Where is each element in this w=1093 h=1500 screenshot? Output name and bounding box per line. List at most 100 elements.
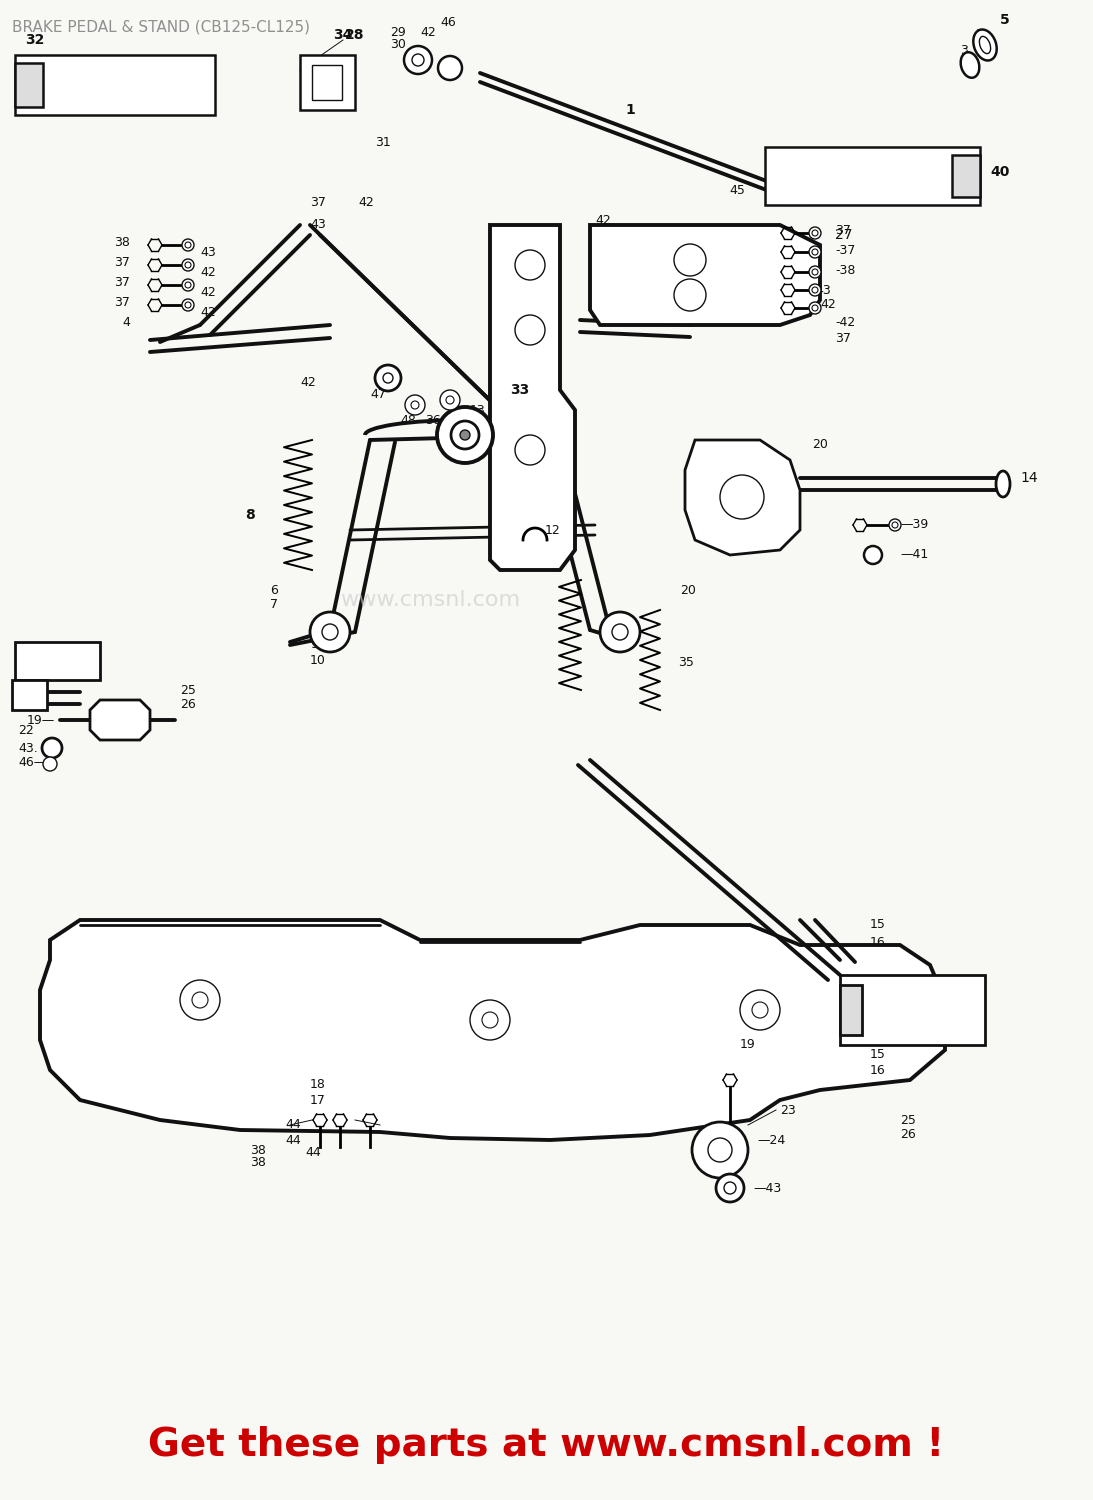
Text: 25: 25: [900, 1113, 916, 1126]
Circle shape: [812, 286, 818, 292]
Bar: [299, 56, 355, 110]
Circle shape: [406, 394, 425, 416]
Text: 22: 22: [17, 723, 34, 736]
Text: 48: 48: [400, 414, 415, 426]
Circle shape: [752, 1002, 768, 1019]
Text: 15: 15: [870, 918, 885, 932]
Text: 32: 32: [25, 33, 45, 46]
Text: 42: 42: [299, 375, 316, 388]
Text: 42: 42: [820, 298, 836, 312]
Bar: [952, 154, 980, 196]
Text: 20: 20: [680, 584, 696, 597]
Text: 23: 23: [780, 1104, 796, 1116]
Circle shape: [740, 990, 780, 1030]
Text: 47: 47: [371, 388, 386, 402]
Circle shape: [412, 54, 424, 66]
Circle shape: [43, 758, 57, 771]
Circle shape: [460, 430, 470, 439]
Text: 20: 20: [812, 438, 827, 452]
Text: 1: 1: [625, 104, 635, 117]
Text: 37: 37: [114, 255, 130, 268]
Text: 42: 42: [420, 26, 436, 39]
Text: 25: 25: [180, 684, 196, 696]
Circle shape: [185, 282, 191, 288]
Text: 33: 33: [510, 382, 530, 398]
Text: 28: 28: [345, 28, 364, 42]
Text: —24: —24: [757, 1134, 785, 1146]
Text: 43: 43: [310, 217, 326, 231]
Circle shape: [720, 476, 764, 519]
Circle shape: [438, 56, 462, 80]
Text: 34: 34: [333, 28, 353, 42]
Circle shape: [892, 522, 898, 528]
Polygon shape: [685, 440, 800, 555]
Circle shape: [404, 46, 432, 74]
Text: 42: 42: [200, 266, 215, 279]
Circle shape: [375, 364, 401, 392]
Text: 43: 43: [200, 246, 215, 258]
Text: 38: 38: [114, 236, 130, 249]
Circle shape: [812, 268, 818, 274]
Polygon shape: [490, 225, 575, 570]
Circle shape: [310, 612, 350, 652]
Text: 26: 26: [900, 1128, 916, 1142]
Text: 37: 37: [310, 195, 326, 208]
Bar: [12, 680, 47, 710]
Circle shape: [716, 1174, 744, 1202]
Circle shape: [809, 302, 821, 313]
Text: 29: 29: [390, 26, 406, 39]
Text: -42: -42: [835, 315, 855, 328]
Text: 13: 13: [470, 404, 485, 417]
Text: 37: 37: [114, 276, 130, 288]
Circle shape: [440, 390, 460, 410]
Ellipse shape: [979, 36, 990, 54]
Circle shape: [612, 624, 628, 640]
Circle shape: [600, 612, 640, 652]
Text: 15: 15: [870, 1048, 885, 1062]
Text: 27: 27: [835, 228, 853, 242]
Text: 4: 4: [122, 315, 130, 328]
Text: 37: 37: [835, 332, 850, 345]
Text: 21: 21: [15, 663, 31, 676]
Circle shape: [515, 435, 545, 465]
Text: 14: 14: [1020, 471, 1037, 484]
Circle shape: [185, 242, 191, 248]
Text: —39: —39: [900, 519, 928, 531]
Circle shape: [185, 262, 191, 268]
Text: 12: 12: [545, 524, 561, 537]
Text: 44: 44: [285, 1119, 301, 1131]
Polygon shape: [40, 920, 945, 1140]
Text: 44: 44: [285, 1134, 301, 1146]
Circle shape: [180, 980, 220, 1020]
Bar: [841, 975, 985, 1046]
Circle shape: [889, 519, 901, 531]
Circle shape: [692, 1122, 748, 1178]
Circle shape: [674, 244, 706, 276]
Text: www.cmsnl.com: www.cmsnl.com: [340, 590, 520, 610]
Text: 43.: 43.: [17, 741, 38, 754]
Text: 18: 18: [310, 1078, 326, 1092]
Circle shape: [812, 249, 818, 255]
Text: 17: 17: [310, 1094, 326, 1107]
Circle shape: [809, 226, 821, 238]
Text: 37: 37: [114, 296, 130, 309]
Circle shape: [809, 284, 821, 296]
Text: 42: 42: [200, 285, 215, 298]
Text: 45: 45: [729, 183, 745, 196]
Text: 8: 8: [245, 509, 255, 522]
Circle shape: [809, 266, 821, 278]
Text: 11: 11: [606, 632, 621, 645]
Text: 19: 19: [740, 1038, 755, 1052]
Ellipse shape: [996, 471, 1010, 496]
Text: 46: 46: [440, 15, 456, 28]
Polygon shape: [590, 225, 820, 326]
Text: —41: —41: [900, 549, 928, 561]
Circle shape: [515, 315, 545, 345]
Text: 31: 31: [375, 135, 391, 148]
Ellipse shape: [973, 30, 997, 60]
Circle shape: [446, 396, 454, 404]
Circle shape: [322, 624, 338, 640]
Text: 16: 16: [870, 1064, 885, 1077]
Circle shape: [482, 1013, 498, 1028]
Text: 10: 10: [310, 654, 326, 666]
